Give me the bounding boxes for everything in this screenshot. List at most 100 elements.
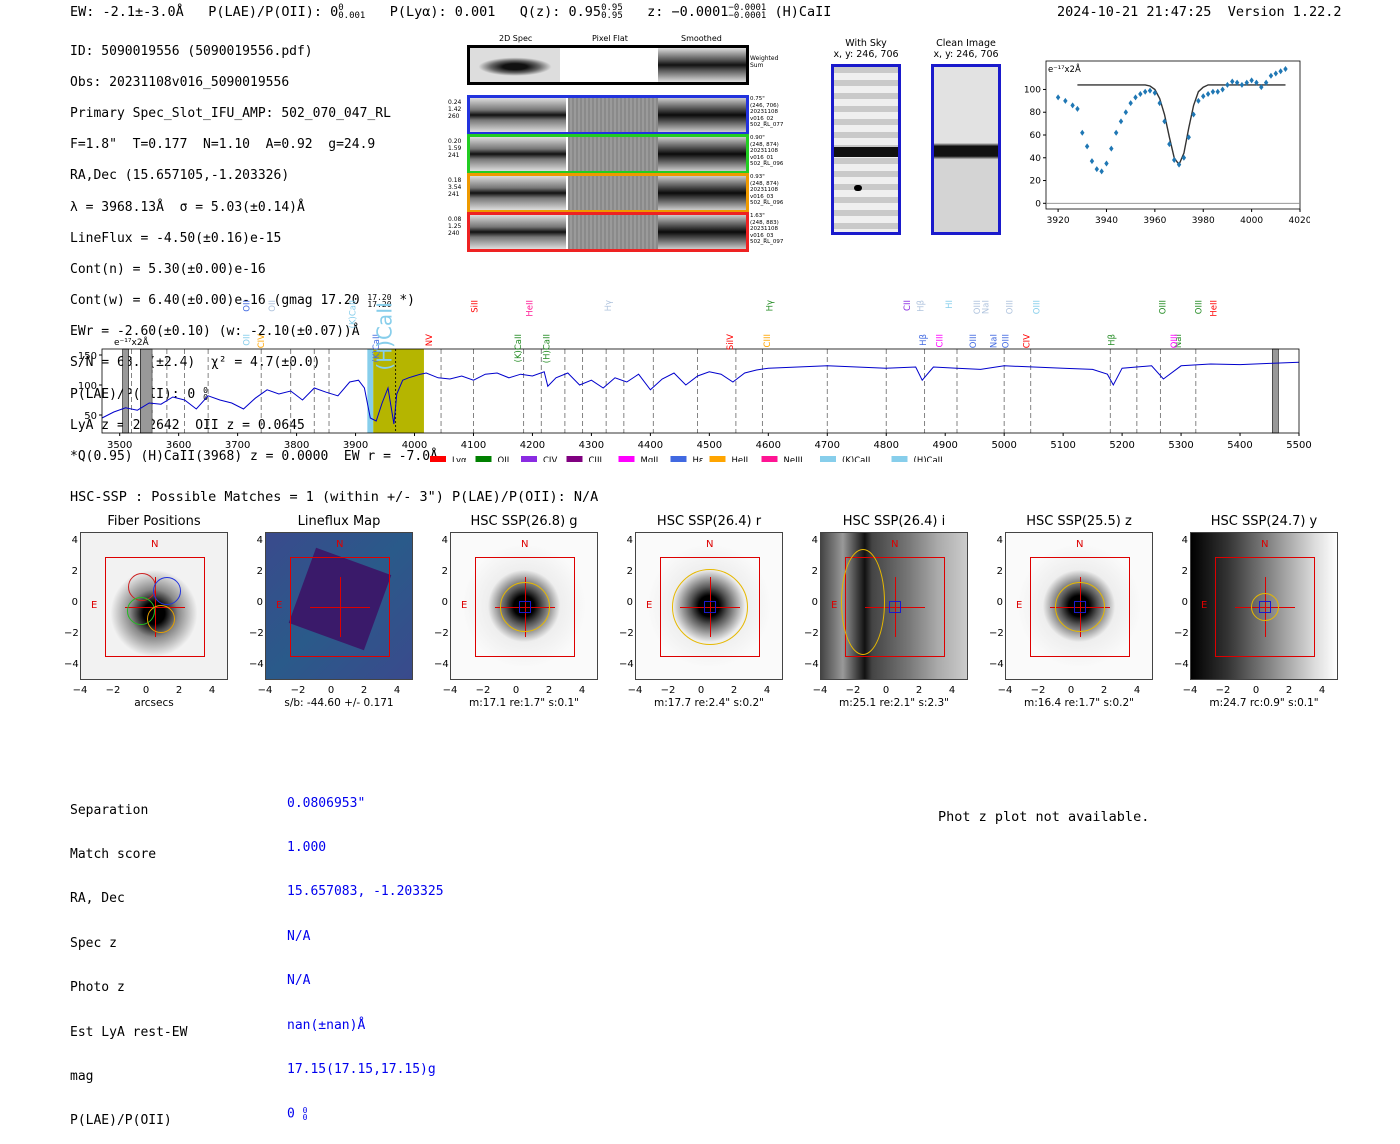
emission-line-label: OII [243,334,253,346]
emission-line-text: OIII [1005,300,1015,314]
legend-label: OII [498,456,510,462]
header-qz-sub: 0.95 [601,11,623,21]
spectrum-xtick-label: 5300 [1168,440,1193,451]
weighted-sum-stamp [467,45,749,85]
hsc-panel-title-2: Lineflux Map [297,514,381,529]
hsc-xtick: −4 [1182,685,1198,696]
compass-north: N [336,539,344,550]
with-sky-xy: x, y: 246, 706 [833,49,899,60]
emission-line-text: NaI [981,300,991,314]
cutout-row-1-info: 0.75" (246, 706) 20231108 v016_02 502_RL… [750,96,784,129]
aperture-square [475,557,575,657]
zoom-data-point [1268,72,1274,79]
zoom-data-point [1128,100,1133,107]
header-qz-sup: 0.95 [601,3,623,13]
emission-line-text: OII [243,334,253,346]
zoom-data-point [1230,78,1235,85]
compass-north: N [706,539,714,550]
hsc-xtick: 2 [360,685,368,696]
zoom-data-point [1075,105,1080,112]
zoom-data-point [1172,157,1177,164]
compass-east: E [461,600,468,611]
hsc-xtick: 2 [545,685,553,696]
cutout-row-1 [467,95,749,135]
aperture-square [290,557,390,657]
hsc-ytick: −2 [619,628,634,639]
hsc-ytick: −4 [619,659,634,670]
cutout-row-1-stats: 0.24 1.42 260 [448,99,462,120]
hsc-xtick: −2 [1030,685,1046,696]
emission-line-label: HeII [1209,300,1219,317]
with-sky-title: With Sky x, y: 246, 706 [831,38,901,60]
zoom-xtick-label: 3920 [1047,216,1070,226]
emission-line-label: Hγ [765,300,775,311]
zoom-data-point [1239,81,1245,88]
match-label-photoz: Photo z [70,980,125,996]
spectrum-xtick-label: 3500 [107,440,132,451]
zoom-data-point [1084,143,1090,150]
emission-line-label: NV [425,334,435,346]
hsc-ytick: −2 [434,628,449,639]
emission-line-label: (H)CaII [542,334,552,363]
hsc-ytick: 0 [71,597,78,608]
hsc-panel-title-7: HSC SSP(24.7) y [1210,514,1318,529]
legend-swatch [761,456,778,462]
meta-sn: S/N = 68.1(±2.4) χ² = 4.7(±0.0) [70,355,321,371]
ellipse-fit [1055,582,1105,632]
header-timestamp-version: 2024-10-21 21:47:25 Version 1.22.2 [1057,4,1342,20]
aperture-square [1215,557,1315,657]
spectrum-unit-label: e⁻¹⁷x2Å [114,336,150,348]
spectrum-xtick-label: 4700 [815,440,840,451]
hsc-xtick: 2 [175,685,183,696]
with-sky-trace [834,147,898,157]
legend-label: NeIII [784,456,803,462]
cutout-smoothed-4 [658,215,746,249]
spectrum-xtick-label: 3700 [225,440,250,451]
spectrum-xtick-label: 3800 [284,440,309,451]
emission-line-label: CIII [935,334,945,347]
hsc-panel-caption-5: m:25.1 re:2.1" s:2.3" [839,697,949,709]
cutout-pixelflat-4 [566,215,660,249]
emission-line-label: Hβ [1107,334,1117,346]
meta-plae-sub: 0 [203,393,208,403]
emission-line-text: OIII [969,334,979,348]
timestamp: 2024-10-21 21:47:25 [1057,4,1212,20]
meta-contw: Cont(w) = 6.40(±0.00)e-16 (gmag 17.20 17… [70,293,438,309]
match-label-separation: Separation [70,802,149,818]
emission-line-text: (H)CaII [542,334,552,363]
legend-swatch [891,456,908,462]
spectrum-xtick-label: 3900 [343,440,368,451]
zoom-data-point [1210,88,1216,95]
zoom-data-point [1191,111,1196,118]
weighted-pixelflat [560,48,658,82]
phot-z-message: Phot z plot not available. [938,809,1150,825]
with-sky-image [831,64,901,235]
ellipse-fit [1251,593,1279,621]
zoom-xtick-label: 3940 [1095,216,1118,226]
weighted-smoothed [658,48,746,82]
hsc-ytick: −4 [249,659,264,670]
emission-line-label: NaI [1174,334,1184,348]
meta-contw-text: Cont(w) = 6.40(±0.00)e-16 (gmag 17.20 [70,293,360,309]
cutout-pixelflat-3 [566,176,660,210]
hsc-xtick: 0 [882,685,890,696]
legend-label: MgII [641,456,659,462]
emission-line-label: Hβ [917,300,927,312]
zoom-xtick-label: 3980 [1192,216,1215,226]
emission-line-label: NaI [989,334,999,348]
legend-swatch [820,456,836,462]
meta-lya: LyA z = 2.2642 OII z = 0.0645 [70,417,305,433]
hsc-ytick: −4 [434,659,449,670]
hsc-panel-caption-4: m:17.7 re:2.4" s:0.2" [654,697,764,709]
spectrum-xtick-label: 4600 [756,440,781,451]
emission-line-label: CII [903,300,913,311]
emission-line-label: SiII [471,300,481,313]
hsc-xtick: 0 [1252,685,1260,696]
cutout-pixelflat-1 [566,98,660,132]
weighted-2dspec [470,48,560,82]
legend-swatch [521,456,537,462]
legend-label: Lyα [452,456,467,462]
